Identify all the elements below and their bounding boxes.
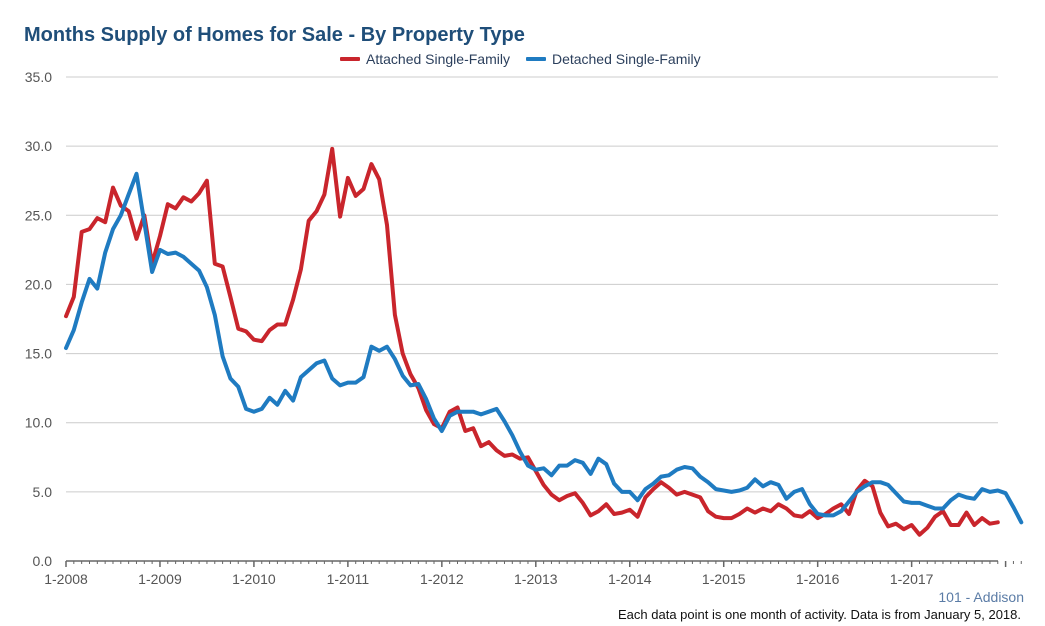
legend-label-detached: Detached Single-Family <box>551 51 701 67</box>
series-lines <box>64 146 1024 537</box>
y-tick-label: 15.0 <box>25 346 52 362</box>
y-tick-label: 0.0 <box>33 553 53 569</box>
y-axis-ticks: 0.0 5.0 10.0 15.0 20.0 25.0 30.0 35.0 <box>25 69 52 569</box>
legend-item-attached[interactable]: Attached Single-Family <box>340 51 510 67</box>
x-tick-label: 1-2011 <box>327 571 370 587</box>
x-tick-label: 1-2014 <box>608 571 652 587</box>
x-tick-label: 1-2008 <box>44 571 88 587</box>
y-tick-label: 10.0 <box>25 415 52 431</box>
legend-swatch-detached <box>525 57 546 61</box>
footnote: Each data point is one month of activity… <box>618 607 1021 622</box>
region-label: 101 - Addison <box>938 589 1024 605</box>
grid-lines <box>66 76 998 562</box>
y-tick-label: 30.0 <box>25 138 52 154</box>
x-tick-label: 1-2012 <box>420 571 464 587</box>
legend-item-detached[interactable]: Detached Single-Family <box>525 51 701 67</box>
y-tick-label: 35.0 <box>25 69 52 85</box>
legend-swatch-attached <box>340 57 360 61</box>
y-tick-label: 20.0 <box>25 276 52 292</box>
legend-label-attached: Attached Single-Family <box>366 51 510 67</box>
series-line-detached[interactable] <box>64 171 1024 525</box>
x-tick-label: 1-2010 <box>232 571 276 587</box>
x-tick-label: 1-2015 <box>702 571 746 587</box>
x-tick-label: 1-2009 <box>138 571 182 587</box>
y-tick-label: 25.0 <box>25 207 52 223</box>
y-tick-label: 5.0 <box>33 484 53 500</box>
chart-title: Months Supply of Homes for Sale - By Pro… <box>24 24 525 46</box>
series-line-attached[interactable] <box>64 146 1000 537</box>
x-axis-ticks: 1-2008 1-2009 1-2010 1-2011 1-2012 1-2013 1-20… <box>44 561 1022 587</box>
x-tick-label: 1-2013 <box>514 571 558 587</box>
legend: Attached Single-Family Detached Single-F… <box>340 51 701 67</box>
x-tick-label: 1-2016 <box>796 571 840 587</box>
x-tick-label: 1-2017 <box>890 571 934 587</box>
